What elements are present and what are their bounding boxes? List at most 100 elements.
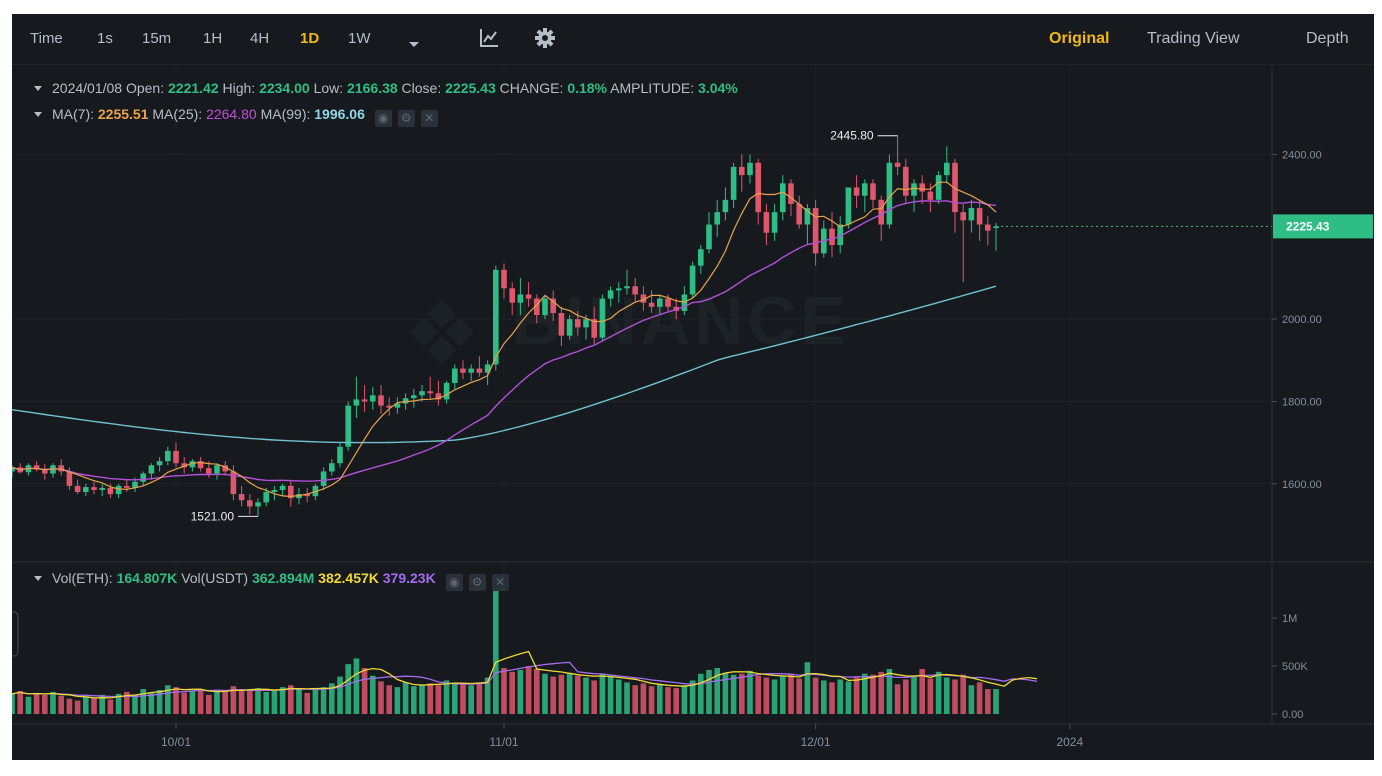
interval-4h[interactable]: 4H — [250, 30, 270, 47]
interval-time[interactable]: Time — [30, 30, 63, 47]
candle-body — [140, 473, 146, 482]
candle — [361, 385, 368, 412]
volume-bar — [197, 689, 204, 714]
volume-bar — [222, 691, 228, 714]
volume-bar — [238, 689, 245, 714]
eye-icon[interactable]: ◉ — [374, 110, 392, 127]
candle — [394, 397, 401, 414]
candle-body — [968, 208, 975, 221]
candle-body — [993, 226, 999, 229]
candle-body — [886, 162, 893, 225]
candle-body — [542, 298, 548, 316]
candle-body — [99, 487, 105, 490]
volume-bar — [460, 684, 466, 714]
view-depth[interactable]: Depth — [1306, 30, 1349, 47]
volume-bar — [509, 671, 515, 714]
collapse-caret-icon[interactable] — [34, 86, 42, 91]
volume-bar — [845, 681, 852, 714]
close-icon[interactable]: ✕ — [420, 110, 438, 127]
candle-body — [952, 162, 958, 213]
volume-bar — [386, 685, 392, 714]
candle-body — [132, 481, 138, 488]
volume-bar — [730, 674, 737, 714]
volume-bar — [640, 683, 647, 714]
low-value: 2166.38 — [347, 80, 398, 96]
candle — [550, 290, 556, 322]
candle — [739, 154, 745, 192]
volume-bar — [320, 687, 327, 714]
candle-body — [722, 199, 729, 213]
volume-bar — [853, 676, 860, 714]
volume-bar — [17, 691, 23, 714]
interval-1s[interactable]: 1s — [97, 30, 113, 47]
volume-bar — [903, 679, 909, 714]
candle-body — [386, 405, 392, 408]
volume-bar — [411, 686, 417, 714]
volume-bar — [993, 689, 999, 714]
volume-bar — [607, 675, 614, 714]
volume-ma1-line — [12, 650, 1038, 699]
close-icon[interactable]: ✕ — [491, 574, 509, 591]
eye-icon[interactable]: ◉ — [445, 574, 463, 591]
candle — [837, 216, 843, 254]
interval-1h[interactable]: 1H — [203, 30, 223, 47]
volume-bar — [304, 692, 310, 714]
candle-body — [960, 212, 966, 221]
volume-bar — [255, 688, 261, 714]
candle-body — [870, 183, 876, 200]
candle — [845, 187, 852, 229]
settings-small-icon[interactable]: ⚙ — [397, 110, 415, 127]
candle-body — [599, 298, 606, 338]
volume-bar — [165, 685, 171, 714]
candle — [812, 199, 819, 266]
chart-type-icon[interactable] — [478, 27, 500, 54]
volume-bar — [435, 685, 442, 714]
volume-bar — [99, 694, 105, 714]
candle-body — [156, 461, 163, 466]
candle-body — [501, 269, 507, 289]
candle — [944, 146, 950, 184]
settings-small-icon[interactable]: ⚙ — [468, 574, 486, 591]
max-price-label: 2445.80 — [830, 129, 874, 143]
view-original[interactable]: Original — [1049, 30, 1110, 47]
price-tick-label: 2400.00 — [1282, 150, 1322, 162]
candle-body — [320, 471, 327, 486]
candle-body — [927, 191, 934, 200]
volume-bar — [124, 691, 130, 714]
candle — [140, 471, 146, 486]
interval-1d[interactable]: 1D — [300, 30, 320, 47]
candle — [74, 479, 81, 495]
candle-body — [985, 224, 991, 231]
candle-body — [42, 469, 48, 474]
volume-ma2-line — [12, 661, 1038, 698]
price-chart[interactable]: BINANCE1600.001800.002000.002400.000.005… — [12, 14, 1374, 760]
open-label: Open: — [125, 80, 165, 96]
volume-bar — [452, 682, 458, 714]
candle — [107, 483, 114, 499]
candle-body — [689, 265, 696, 295]
gear-icon[interactable] — [534, 27, 556, 54]
candle — [698, 245, 704, 274]
current-price-label: 2225.43 — [1286, 219, 1330, 233]
chevron-down-icon[interactable] — [408, 36, 420, 54]
candle — [115, 483, 122, 499]
candle-body — [402, 398, 409, 404]
volume-bar — [50, 691, 56, 714]
candle — [993, 222, 999, 251]
ma99-line — [12, 285, 997, 444]
candle — [427, 376, 433, 400]
candle-body — [83, 487, 89, 493]
collapse-caret-icon[interactable] — [34, 112, 42, 117]
volume-bar — [673, 688, 679, 714]
candle — [345, 401, 351, 451]
candle-body — [919, 183, 925, 192]
candle — [911, 179, 917, 213]
view-trading-view[interactable]: Trading View — [1147, 30, 1240, 47]
collapse-caret-icon[interactable] — [34, 576, 42, 581]
interval-15m[interactable]: 15m — [142, 30, 172, 47]
volume-bar — [525, 666, 532, 714]
interval-1w[interactable]: 1W — [348, 30, 371, 47]
candle-body — [517, 294, 524, 303]
volume-bar — [91, 697, 97, 714]
candle-body — [583, 319, 589, 328]
